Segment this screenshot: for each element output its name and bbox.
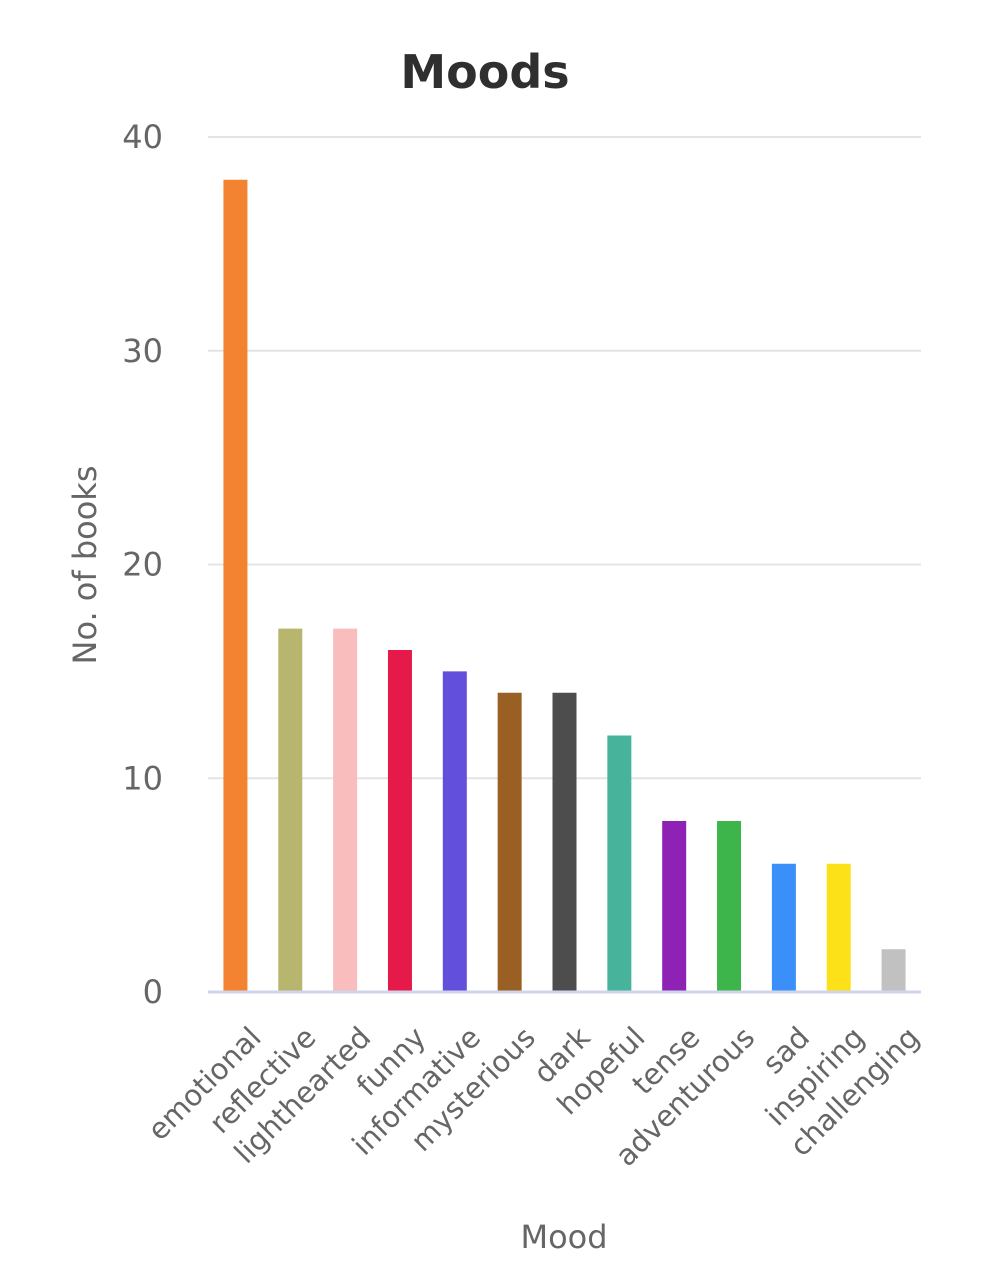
bar-mysterious xyxy=(497,692,522,992)
bar-tense xyxy=(662,821,687,992)
bar-dark xyxy=(552,692,577,992)
chart-title: Moods xyxy=(400,45,569,99)
gridlines xyxy=(208,136,921,780)
y-tick-label: 40 xyxy=(122,118,163,156)
y-tick-label: 0 xyxy=(143,973,163,1011)
bar-funny xyxy=(387,650,412,992)
x-axis-category-labels: emotionalreflectivelightheartedfunnyinfo… xyxy=(141,1020,926,1173)
bar-adventurous xyxy=(717,821,742,992)
bar-challenging xyxy=(881,949,906,992)
y-tick-label: 10 xyxy=(122,759,163,797)
y-tick-label: 20 xyxy=(122,546,163,584)
bar-reflective xyxy=(278,628,303,992)
bar-informative xyxy=(442,671,467,992)
y-axis-title: No. of books xyxy=(66,466,104,665)
x-axis-title: Mood xyxy=(520,1218,607,1256)
bar-hopeful xyxy=(607,735,632,992)
bar-inspiring xyxy=(826,863,851,992)
bar-sad xyxy=(771,863,796,992)
y-axis-ticks: 0 10 20 30 40 xyxy=(122,118,163,1011)
y-tick-label: 30 xyxy=(122,332,163,370)
bar-lighthearted xyxy=(333,628,358,992)
bar-emotional xyxy=(223,179,248,992)
bars xyxy=(223,179,906,992)
